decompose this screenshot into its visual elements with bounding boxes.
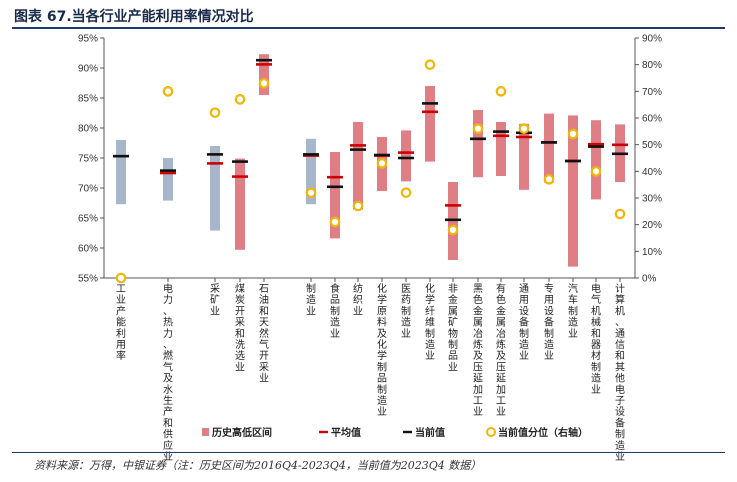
category-label: 非金属矿物制品业 [448,283,458,373]
left-tick-label: 60% [78,244,98,255]
percentile-point [234,94,246,105]
left-tick-label: 80% [78,124,98,135]
legend-label-average: 平均值 [331,426,361,439]
category-label: 采矿业 [210,283,220,317]
category-label: 纺织业 [353,282,363,317]
category-label: 电气机械和器材制造业 [591,282,601,396]
left-tick-label: 75% [78,154,98,165]
category-label: 通用设备制造业 [519,283,529,362]
category-label: 石油和天然气开采业 [259,284,269,385]
percentile-point [376,158,388,169]
percentile-point [115,272,127,284]
legend-swatch-range [202,428,209,436]
left-tick-label: 70% [78,184,98,195]
category-label: 煤炭开采和洗选业 [235,282,245,373]
category-label: 工业产能利用率 [116,284,126,362]
percentile-point [518,123,530,134]
right-tick-label: 0% [642,274,657,285]
right-tick-label: 30% [642,194,662,205]
right-tick-label: 80% [642,60,662,71]
legend-label-percentile: 当前值分位（右轴） [498,426,588,439]
category-label: 化学原料及化学制品制造业 [377,282,387,418]
range-bar [306,138,316,205]
left-tick-label: 90% [78,64,98,75]
percentile-point [329,216,341,228]
category-label: 电力、热力、燃气及水生产和供应业 [163,282,173,463]
legend-label-current: 当前值 [415,426,445,439]
left-tick-label: 55% [78,274,98,285]
source-divider [12,452,725,453]
category-label: 汽车制造业 [568,282,578,340]
category-label: 化学纤维制造业 [425,282,435,362]
right-tick-label: 40% [642,167,662,178]
category-label: 食品制造业 [330,282,340,340]
title-divider [12,27,725,29]
range-bar [116,140,126,205]
percentile-point [209,107,221,118]
left-tick-label: 95% [78,34,98,45]
range-bar [425,86,435,162]
percentile-point [162,86,174,97]
legend-swatch-percentile [486,427,496,437]
source-note: 资料来源：万得，中银证券（注：历史区间为2016Q4-2023Q4，当前值为20… [34,459,482,472]
percentile-point [614,208,626,220]
right-tick-label: 20% [642,220,662,231]
percentile-point [495,86,507,97]
right-tick-label: 70% [642,87,662,98]
range-bar [401,130,411,182]
range-bar [473,110,483,178]
percentile-point [472,123,484,134]
left-tick-label: 65% [78,214,98,225]
percentile-point [400,187,412,198]
range-bar [210,146,220,231]
range-bar [519,123,529,190]
percentile-point [352,200,364,212]
range-bar [163,158,173,201]
range-bar [235,158,245,250]
legend-label-range: 历史高低区间 [212,426,272,439]
range-bar [591,120,601,200]
percentile-point [543,174,555,185]
category-label: 制造业 [306,282,316,317]
category-label: 黑色金属冶炼及压延加工业 [473,283,483,418]
category-label: 计算机、通信和其他电子设备制造业 [615,282,625,463]
right-tick-label: 50% [642,140,662,151]
range-bar [353,122,363,210]
range-bar [568,115,578,267]
percentile-point [590,166,602,177]
percentile-point [447,224,459,236]
percentile-point [424,59,436,70]
right-tick-label: 90% [642,34,662,45]
category-label: 医药制造业 [401,283,411,340]
range-bar [330,152,340,239]
percentile-point [567,128,579,140]
category-label: 专用设备制造业 [544,282,554,362]
percentile-point [258,78,270,89]
percentile-point [305,187,317,198]
category-label: 有色金属冶炼及压延加工业 [496,282,506,418]
range-bar [259,54,269,95]
chart-title: 图表 67.当各行业产能利用率情况对比 [14,9,254,25]
range-bar [544,113,554,183]
right-tick-label: 60% [642,114,662,125]
left-tick-label: 85% [78,94,98,105]
range-bar [496,122,506,176]
right-tick-label: 10% [642,247,662,258]
